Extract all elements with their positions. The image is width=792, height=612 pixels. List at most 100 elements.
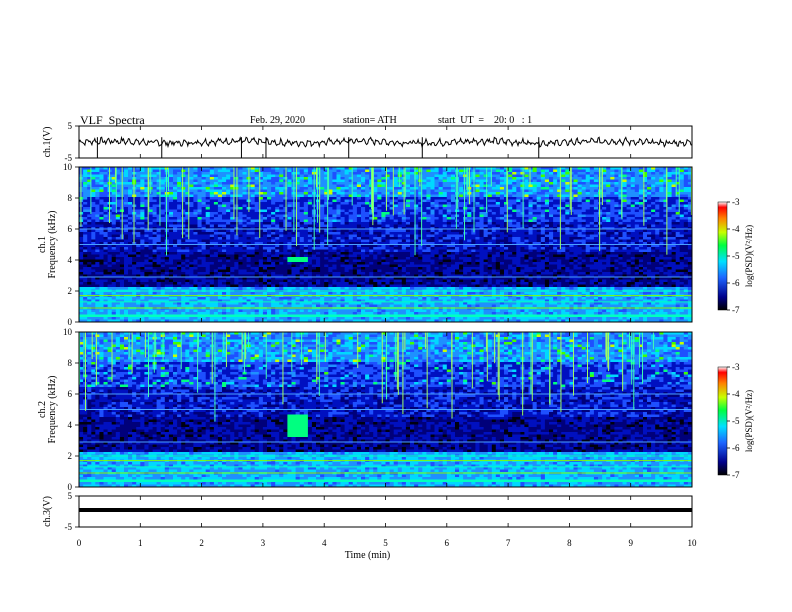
spectrogram-cell bbox=[610, 199, 615, 203]
spectrogram-cell bbox=[643, 207, 648, 210]
spectrogram-cell bbox=[663, 237, 668, 240]
spectrogram-cell bbox=[91, 232, 96, 235]
spectrogram-cell bbox=[598, 214, 603, 218]
spectrogram-cell bbox=[438, 189, 444, 193]
spectrogram-cell bbox=[606, 234, 611, 238]
spectrogram-cell bbox=[455, 242, 460, 245]
spectrogram-cell bbox=[287, 237, 292, 240]
spectrogram-cell bbox=[91, 239, 96, 243]
spectrogram-cell bbox=[344, 212, 350, 215]
spectrogram-cell bbox=[164, 232, 170, 235]
spectrogram-cell bbox=[389, 207, 395, 210]
spectrogram-cell bbox=[230, 182, 235, 185]
spectrogram-cell bbox=[540, 222, 546, 225]
spectrogram-cell bbox=[638, 192, 644, 195]
spectrogram-cell bbox=[446, 189, 452, 193]
spectrogram-cell bbox=[614, 197, 619, 200]
spectrogram-cell bbox=[295, 227, 301, 230]
spectrogram-cell bbox=[148, 237, 153, 240]
spectrogram-cell bbox=[553, 184, 558, 188]
spectrogram-cell bbox=[336, 222, 341, 225]
spectrogram-cell bbox=[520, 227, 525, 230]
spectrogram-cell bbox=[271, 184, 276, 188]
spectrogram-cell bbox=[434, 177, 439, 180]
spectrogram-cell bbox=[401, 222, 407, 225]
spectrogram-cell bbox=[181, 237, 186, 240]
spectrogram-cell bbox=[577, 207, 583, 210]
spectrogram-cell bbox=[675, 204, 681, 208]
spectrogram-cell bbox=[630, 182, 636, 185]
spectrogram-cell bbox=[528, 172, 533, 175]
spectrogram-cell bbox=[365, 199, 370, 203]
spectrogram-cell bbox=[446, 182, 452, 185]
spectrogram-cell bbox=[340, 222, 345, 225]
spectrogram-cell bbox=[344, 169, 350, 173]
spectrogram-cell bbox=[536, 232, 542, 235]
spectrogram-cell bbox=[144, 214, 149, 218]
spectrogram-cell bbox=[87, 204, 92, 208]
spectrogram-cell bbox=[185, 204, 190, 208]
spectrogram-cell bbox=[324, 189, 329, 193]
spectrogram-cell bbox=[336, 204, 341, 208]
spectrogram-cell bbox=[491, 222, 497, 225]
spectrogram-cell bbox=[565, 219, 570, 223]
spectrogram-cell bbox=[377, 167, 382, 170]
spectrogram-cell bbox=[173, 197, 178, 200]
spectrogram-cell bbox=[622, 187, 627, 190]
spectrogram-cell bbox=[95, 209, 100, 213]
spectrogram-cell bbox=[332, 192, 337, 195]
spectrogram-cell bbox=[614, 202, 619, 205]
spectrogram-cell bbox=[279, 207, 284, 210]
spectrogram-cell bbox=[675, 179, 681, 183]
spectrogram-cell bbox=[95, 239, 100, 243]
spectrogram-cell bbox=[369, 232, 374, 235]
spectrogram-cell bbox=[230, 167, 235, 170]
spectrogram-cell bbox=[610, 187, 615, 190]
spectrogram-cell bbox=[442, 239, 448, 243]
spectrogram-cell bbox=[638, 169, 644, 173]
spectrogram-cell bbox=[328, 192, 333, 195]
spectrogram-cell bbox=[536, 212, 542, 215]
spectrogram-cell bbox=[217, 232, 223, 235]
spectrogram-cell bbox=[561, 232, 566, 235]
spectrogram-cell bbox=[410, 202, 415, 205]
spectrogram-cell bbox=[418, 227, 423, 230]
spectrogram-cell bbox=[414, 207, 419, 210]
spectrogram-cell bbox=[565, 209, 570, 213]
spectrogram-cell bbox=[422, 169, 427, 173]
spectrogram-cell bbox=[679, 209, 685, 213]
spectrogram-cell bbox=[242, 239, 247, 243]
spectrogram-cell bbox=[103, 224, 108, 228]
spectrogram-cell bbox=[687, 224, 693, 228]
spectrogram-cell bbox=[156, 217, 162, 220]
spectrogram-cell bbox=[405, 169, 411, 173]
spectrogram-cell bbox=[663, 177, 668, 180]
spectrogram-cell bbox=[356, 222, 362, 225]
spectrogram-cell bbox=[226, 232, 231, 235]
spectrogram-cell bbox=[267, 207, 272, 210]
spectrogram-cell bbox=[103, 184, 108, 188]
spectrogram-cell bbox=[381, 207, 386, 210]
spectrogram-cell bbox=[389, 214, 395, 218]
spectrogram-cell bbox=[679, 182, 685, 185]
spectrogram-cell bbox=[124, 197, 129, 200]
spectrogram-cell bbox=[144, 209, 149, 213]
spectrogram-cell bbox=[651, 219, 656, 223]
spectrogram-cell bbox=[316, 197, 321, 200]
spectrogram-cell bbox=[585, 224, 591, 228]
spectrogram-cell bbox=[250, 214, 256, 218]
spectrogram-cell bbox=[487, 194, 493, 198]
spectrogram-cell bbox=[536, 179, 542, 183]
spectrogram-cell bbox=[83, 194, 88, 198]
spectrogram-cell bbox=[414, 217, 419, 220]
spectrogram-cell bbox=[144, 217, 149, 220]
spectrogram-cell bbox=[512, 189, 517, 193]
spectrogram-cell bbox=[667, 227, 672, 230]
spectrogram-cell bbox=[536, 222, 542, 225]
spectrogram-cell bbox=[459, 209, 464, 213]
spectrogram-cell bbox=[193, 219, 198, 223]
spectrogram-cell bbox=[230, 227, 235, 230]
spectrogram-cell bbox=[164, 217, 170, 220]
spectrogram-cell bbox=[495, 222, 501, 225]
spectrogram-cell bbox=[598, 167, 603, 170]
